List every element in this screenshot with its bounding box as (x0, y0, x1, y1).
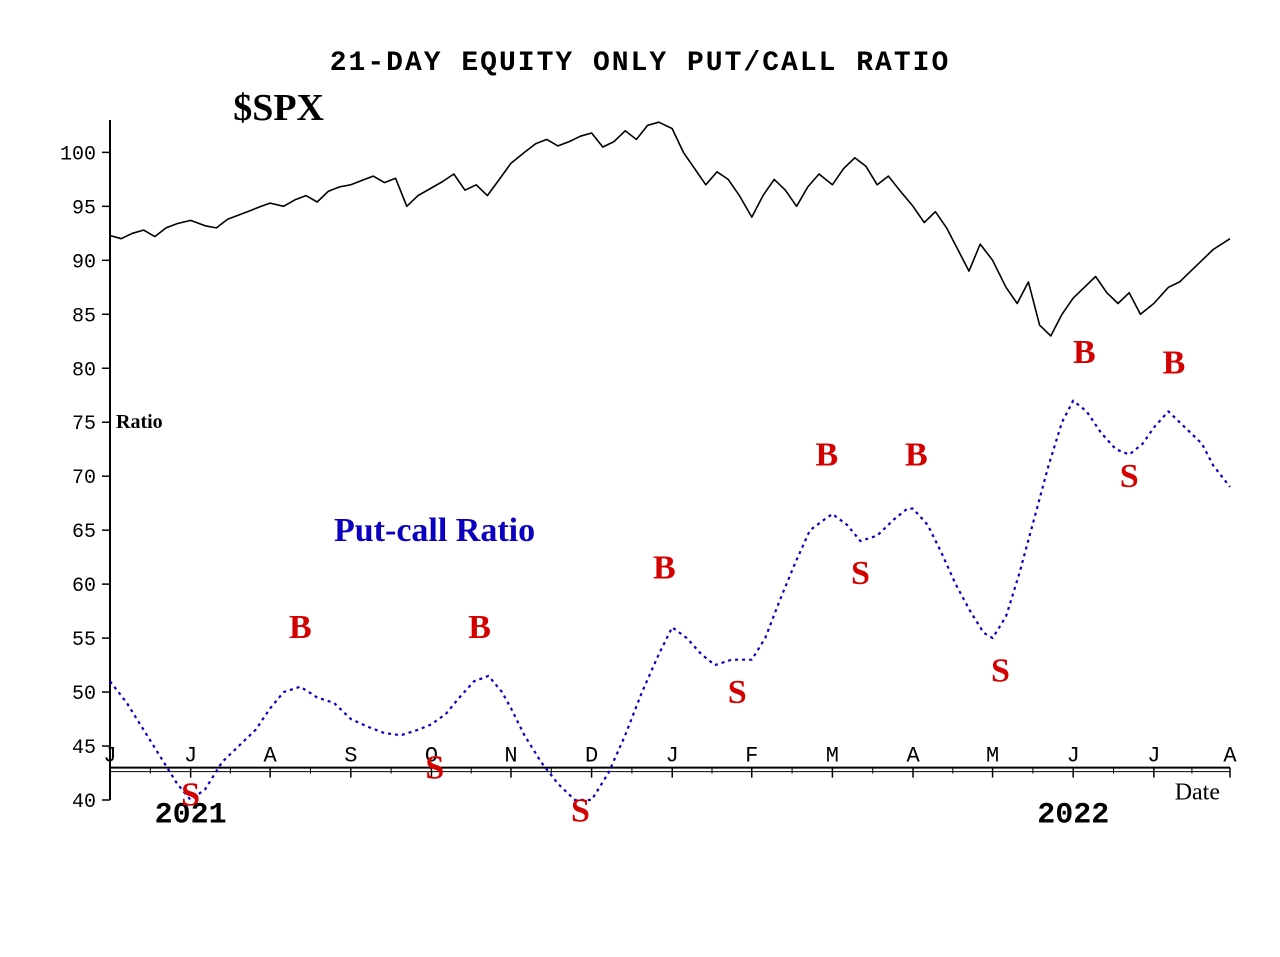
x-tick-label: J (103, 744, 116, 769)
marker-b-3: B (468, 609, 491, 646)
marker-s-4: S (571, 793, 590, 830)
x-tick-label: D (585, 744, 598, 769)
y-tick-label: 45 (72, 737, 96, 760)
marker-s-2: S (425, 749, 444, 786)
y-tick-label: 60 (72, 575, 96, 598)
x-tick-label: M (826, 744, 839, 769)
y-tick-label: 95 (72, 197, 96, 220)
y-tick-label: 65 (72, 521, 96, 544)
y-tick-label: 85 (72, 305, 96, 328)
x-tick-label: F (745, 744, 758, 769)
marker-b-1: B (289, 609, 312, 646)
x-tick-label: A (906, 744, 920, 769)
x-tick-label: N (504, 744, 517, 769)
x-tick-label: A (264, 744, 278, 769)
series-label-spx: $SPX (233, 87, 324, 129)
series-label-put_call_ratio: Put-call Ratio (334, 512, 535, 549)
x-tick-label: J (184, 744, 197, 769)
y-tick-label: 90 (72, 251, 96, 274)
marker-s-12: S (1120, 458, 1139, 495)
x-year-label: 2022 (1037, 799, 1109, 833)
x-tick-label: J (1067, 744, 1080, 769)
chart-title: 21-DAY EQUITY ONLY PUT/CALL RATIO (330, 48, 951, 79)
y-tick-label: 50 (72, 683, 96, 706)
x-tick-label: J (666, 744, 679, 769)
chart-container: 21-DAY EQUITY ONLY PUT/CALL RATIO 40 45 50 5… (0, 0, 1280, 957)
marker-b-13: B (1163, 345, 1186, 382)
y-tick-label: 75 (72, 413, 96, 436)
y-tick-label: 70 (72, 467, 96, 490)
x-tick-label: M (986, 744, 999, 769)
marker-b-11: B (1073, 334, 1096, 371)
x-axis-label: Date (1175, 780, 1220, 806)
marker-s-0: S (181, 776, 200, 813)
chart-svg: 21-DAY EQUITY ONLY PUT/CALL RATIO 40 45 50 5… (0, 0, 1280, 957)
marker-b-5: B (653, 550, 676, 587)
y-axis-label: Ratio (116, 411, 163, 433)
y-tick-label: 100 (60, 143, 96, 166)
y-tick-label: 80 (72, 359, 96, 382)
x-tick-label: A (1223, 744, 1237, 769)
marker-s-10: S (991, 652, 1010, 689)
x-tick-label: J (1147, 744, 1160, 769)
marker-b-9: B (905, 436, 928, 473)
x-tick-label: S (344, 744, 357, 769)
y-tick-label: 40 (72, 791, 96, 814)
marker-s-6: S (728, 674, 747, 711)
y-tick-label: 55 (72, 629, 96, 652)
marker-b-7: B (815, 436, 838, 473)
marker-s-8: S (851, 555, 870, 592)
